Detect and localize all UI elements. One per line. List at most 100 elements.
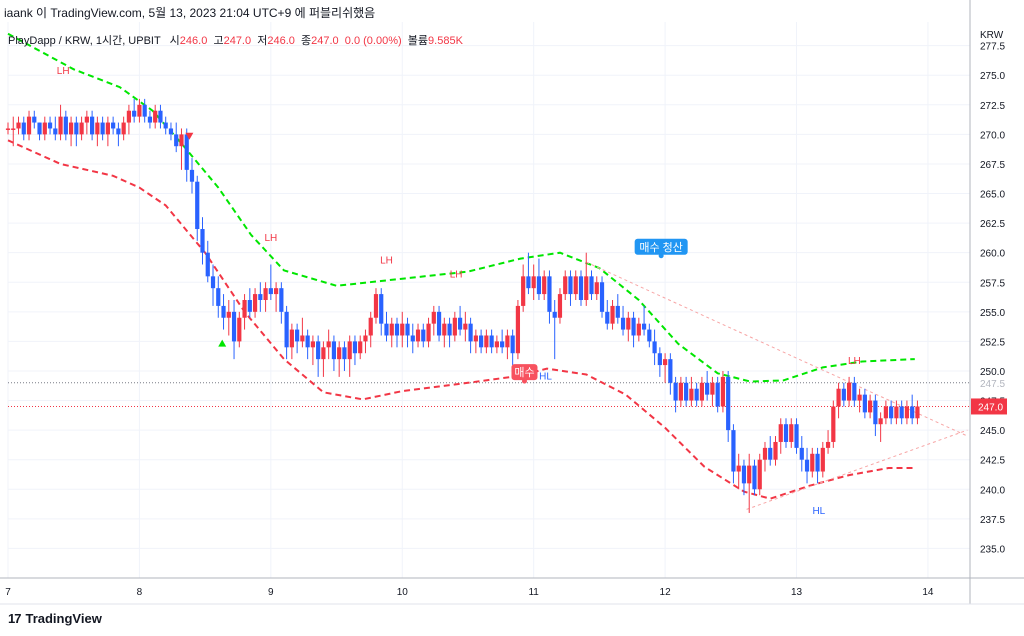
candle-body[interactable] [137,104,142,117]
candle-body[interactable] [126,110,132,123]
candle-body[interactable] [111,122,116,129]
candle-body[interactable] [904,406,910,419]
candle-body[interactable] [394,323,400,336]
candle-body[interactable] [857,394,862,401]
candle-body[interactable] [778,424,783,442]
candle-body[interactable] [147,116,153,123]
candle-body[interactable] [762,447,768,460]
candle-body[interactable] [773,441,778,460]
candle-body[interactable] [489,335,494,348]
candle-body[interactable] [547,276,552,312]
candle-body[interactable] [673,382,678,401]
candle-body[interactable] [720,376,726,407]
candle-body[interactable] [95,122,100,135]
candle-body[interactable] [421,329,426,342]
candle-body[interactable] [736,465,741,472]
candle-body[interactable] [100,122,105,135]
candle-body[interactable] [620,317,626,330]
candle-body[interactable] [652,341,657,354]
candle-body[interactable] [500,341,505,348]
candle-body[interactable] [804,459,810,472]
candle-body[interactable] [84,116,89,123]
candle-body[interactable] [878,418,883,425]
candle-body[interactable] [373,294,379,318]
candle-body[interactable] [121,122,126,135]
candle-body[interactable] [494,341,499,348]
candle-body[interactable] [910,406,915,419]
candle-body[interactable] [300,335,305,342]
candle-body[interactable] [53,128,58,135]
candle-body[interactable] [452,317,457,336]
candle-body[interactable] [231,311,237,342]
candle-body[interactable] [505,335,510,348]
candle-body[interactable] [405,323,410,336]
candle-body[interactable] [457,317,463,330]
candle-body[interactable] [189,169,195,182]
candle-body[interactable] [815,453,820,472]
candle-body[interactable] [899,406,904,419]
candle-body[interactable] [678,382,683,401]
candle-body[interactable] [852,382,857,401]
candle-body[interactable] [873,400,878,425]
candle-body[interactable] [184,134,189,170]
candle-body[interactable] [468,323,473,342]
last-price-tag[interactable] [971,398,1007,415]
candle-body[interactable] [447,323,452,336]
candle-body[interactable] [868,400,873,413]
candle-body[interactable] [242,300,247,318]
candle-body[interactable] [358,341,363,354]
candle-body[interactable] [37,122,42,135]
candle-body[interactable] [752,465,757,490]
candle-body[interactable] [410,335,415,342]
candle-body[interactable] [263,288,268,300]
candle-body[interactable] [479,335,484,348]
candle-body[interactable] [210,276,216,289]
candle-body[interactable] [305,335,310,348]
signal-badge[interactable] [511,364,538,381]
candle-body[interactable] [221,305,226,318]
candle-body[interactable] [247,300,252,312]
candle-body[interactable] [820,447,825,472]
candle-body[interactable] [747,465,752,484]
candle-body[interactable] [174,134,179,147]
candle-body[interactable] [521,276,526,306]
candle-body[interactable] [831,406,836,442]
candle-body[interactable] [731,430,736,472]
candle-body[interactable] [226,311,231,318]
candle-body[interactable] [557,294,563,318]
candle-body[interactable] [668,359,673,383]
candle-body[interactable] [310,341,315,348]
candle-body[interactable] [32,116,37,123]
candle-body[interactable] [726,376,731,431]
candle-body[interactable] [473,335,478,342]
candle-body[interactable] [200,229,205,253]
candle-body[interactable] [626,317,631,330]
candle-body[interactable] [463,323,468,330]
candle-body[interactable] [684,382,689,401]
candle-body[interactable] [689,388,694,401]
candle-body[interactable] [552,311,557,318]
candle-body[interactable] [568,276,573,295]
candle-body[interactable] [605,311,610,324]
candle-body[interactable] [531,276,536,289]
candle-body[interactable] [279,288,284,312]
candle-body[interactable] [699,382,705,401]
candle-body[interactable] [647,329,652,342]
candle-body[interactable] [363,335,368,342]
candle-body[interactable] [316,341,321,360]
candle-body[interactable] [16,122,21,129]
candle-body[interactable] [321,347,326,360]
candle-body[interactable] [578,276,584,300]
candle-body[interactable] [883,406,888,419]
candle-body[interactable] [515,305,521,354]
signal-badge[interactable] [634,238,688,255]
candle-body[interactable] [594,282,599,295]
candle-body[interactable] [789,424,794,442]
candle-body[interactable] [794,424,799,448]
candle-body[interactable] [168,128,174,135]
candle-body[interactable] [641,323,647,330]
candle-body[interactable] [825,441,831,448]
candle-body[interactable] [216,288,221,306]
candle-body[interactable] [431,311,436,324]
